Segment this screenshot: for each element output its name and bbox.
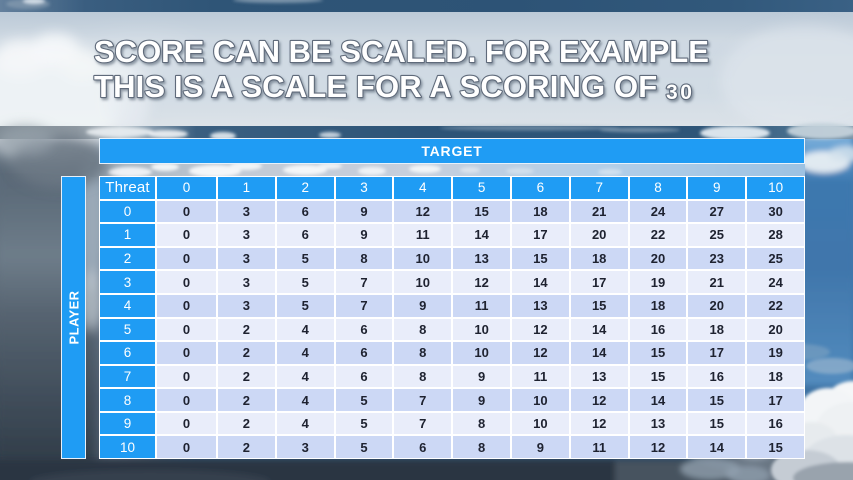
svg-text:30: 30 [666,81,695,104]
svg-text:SCORE CAN BE SCALED. FOR EXAMP: SCORE CAN BE SCALED. FOR EXAMPLE [94,34,709,69]
svg-text:THIS IS A SCALE FOR A SCORING: THIS IS A SCALE FOR A SCORING OF [94,69,657,104]
